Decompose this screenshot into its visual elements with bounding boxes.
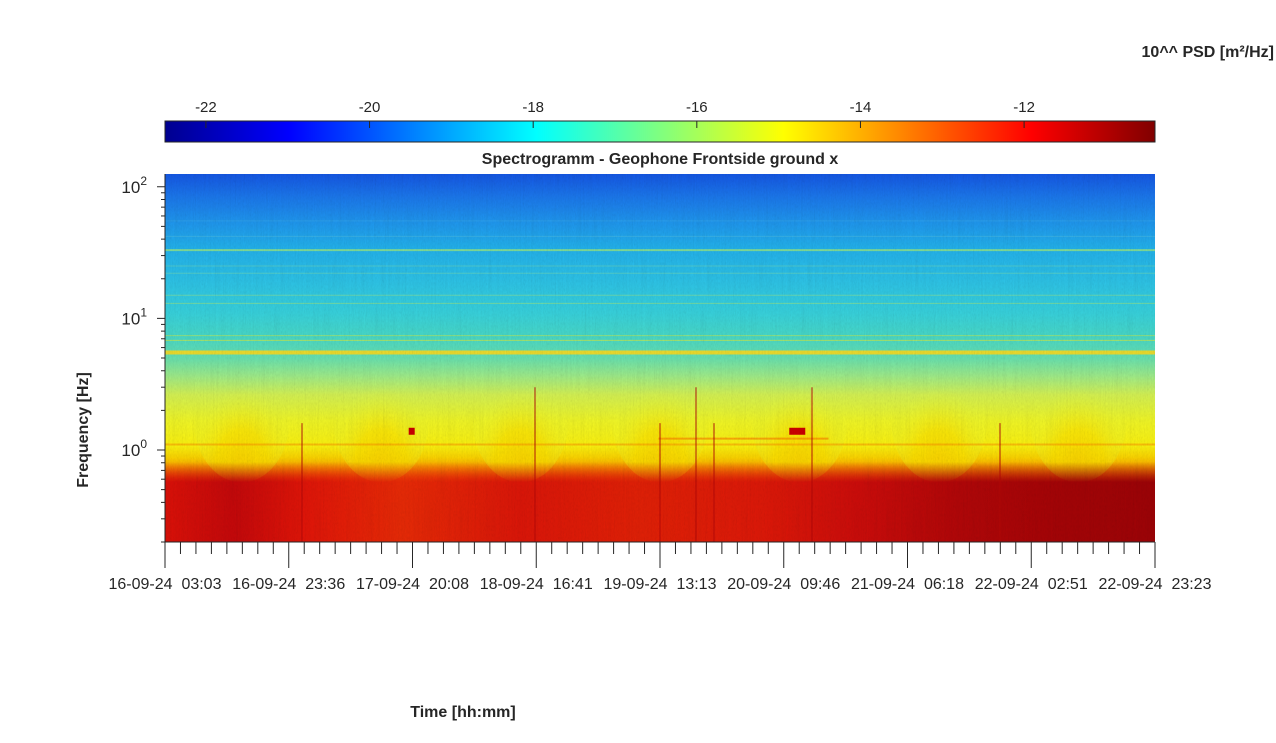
x-tick-label: 22-09-24 02:51 [975, 576, 1088, 593]
chart-title: Spectrogramm - Geophone Frontside ground… [482, 151, 839, 168]
x-axis-ticks: 16-09-24 03:03 16-09-24 23:36 17-09-24 20:… [109, 542, 1212, 593]
axes: 102 101 100 16-09-24 03:03 16-09-24 23:36 17… [109, 174, 1212, 593]
colorbar-tick-label: -22 [195, 99, 217, 116]
x-tick-label: 16-09-24 23:36 [232, 576, 345, 593]
colorbar-tick-label: -18 [522, 99, 544, 116]
colorbar-tick-label: -16 [686, 99, 708, 116]
y-tick-label: 100 [121, 437, 147, 460]
colorbar-tick-label: -12 [1013, 99, 1035, 116]
x-tick-label: 21-09-24 06:18 [851, 576, 964, 593]
x-tick-label: 20-09-24 09:46 [727, 576, 840, 593]
y-tick-label: 101 [121, 305, 147, 328]
colorbar-tick-label: -14 [850, 99, 872, 116]
noise-texture [165, 174, 1155, 542]
x-tick-label: 16-09-24 03:03 [109, 576, 222, 593]
x-tick-label: 18-09-24 16:41 [480, 576, 593, 593]
x-tick-label: 22-09-24 23:23 [1099, 576, 1212, 593]
x-tick-label: 17-09-24 20:08 [356, 576, 469, 593]
x-tick-label: 19-09-24 13:13 [604, 576, 717, 593]
x-axis-label: Time [hh:mm] [410, 704, 515, 721]
colorbar-label: 10^^ PSD [m²/Hz] [1142, 44, 1274, 61]
y-axis-ticks: 102 101 100 [121, 174, 165, 543]
colorbar-tick-label: -20 [359, 99, 381, 116]
y-tick-label: 102 [121, 174, 147, 197]
y-axis-label: Frequency [Hz] [75, 372, 92, 488]
spectrogram-heatmap [165, 174, 1155, 542]
colorbar: 10^^ PSD [m²/Hz] -22 -20 -18 -16 -14 -12 [164, 44, 1274, 143]
colorbar-ticks: -22 -20 -18 -16 -14 -12 [195, 99, 1035, 128]
colorbar-gradient [164, 120, 1156, 143]
